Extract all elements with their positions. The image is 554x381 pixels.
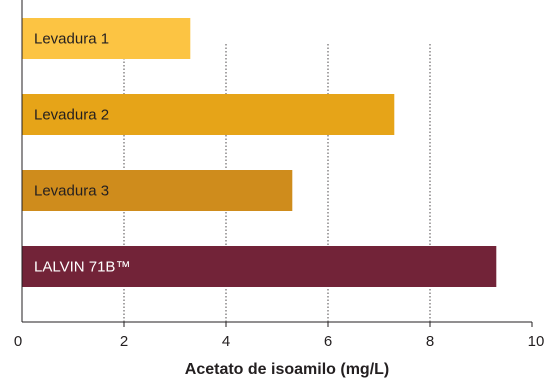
x-tick-label-8: 8	[426, 333, 434, 350]
x-tick-label-6: 6	[324, 333, 332, 350]
bar-1	[22, 18, 191, 59]
x-tick-label-4: 4	[222, 333, 230, 350]
bar-4	[22, 246, 497, 287]
x-tick-labels: 0 2 4 6 8 10	[14, 333, 545, 350]
x-tick-label-2: 2	[120, 333, 128, 350]
bar-2	[22, 94, 395, 135]
x-axis-title: Acetato de isoamilo (mg/L)	[185, 361, 389, 378]
bar-label-2: Levadura 2	[34, 107, 109, 124]
bar-label-4: LALVIN 71B™	[34, 259, 130, 276]
bar-label-1: Levadura 1	[34, 31, 109, 48]
bar-label-3: Levadura 3	[34, 183, 109, 200]
bars: Levadura 1 Levadura 2 Levadura 3 LALVIN 71B…	[22, 18, 497, 287]
x-tick-label-0: 0	[14, 333, 22, 350]
axes	[21, 0, 533, 327]
bar-3	[22, 170, 293, 211]
x-tick-label-10: 10	[528, 333, 545, 350]
